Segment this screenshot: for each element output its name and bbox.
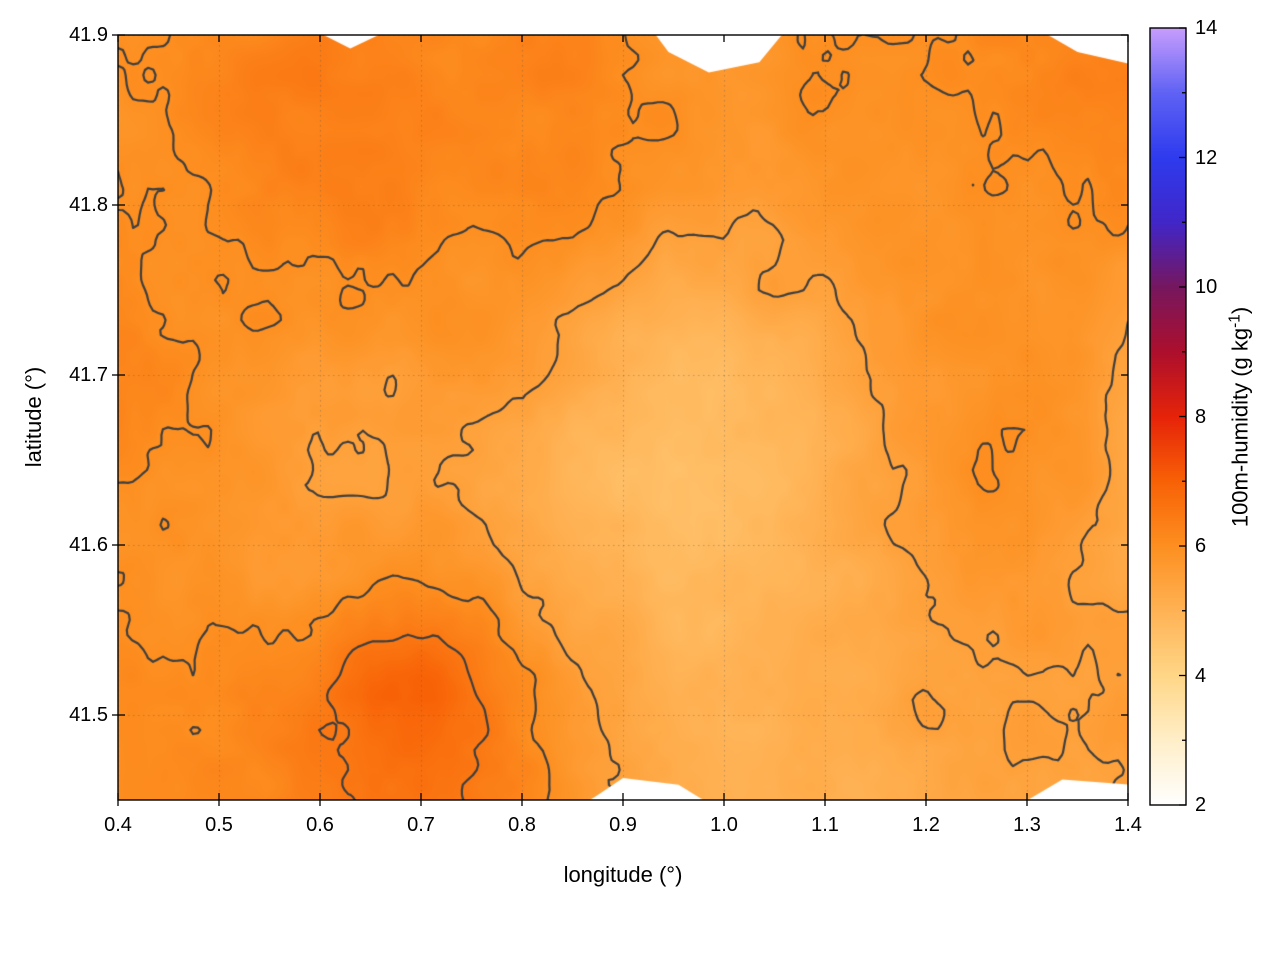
y-axis-label: latitude (°) bbox=[21, 366, 46, 468]
x-tick-label: 0.6 bbox=[306, 814, 334, 836]
x-tick-label: 0.7 bbox=[407, 814, 435, 836]
x-tick-label: 1.3 bbox=[1013, 814, 1041, 836]
colorbar-tick-label: 4 bbox=[1195, 664, 1207, 687]
colorbar-gradient bbox=[1150, 28, 1186, 805]
colorbar-label-text: 100m-humidity (g kg bbox=[1227, 327, 1253, 528]
y-tick-label: 41.9 bbox=[69, 24, 108, 46]
y-tick-label: 41.6 bbox=[69, 534, 108, 556]
colorbar-label: 100m-humidity (g kg-1) bbox=[1226, 307, 1253, 527]
y-tick-label: 41.8 bbox=[69, 194, 108, 216]
colorbar-tick-label: 2 bbox=[1195, 794, 1207, 816]
y-tick-label: 41.7 bbox=[69, 364, 108, 386]
x-tick-label: 0.9 bbox=[609, 814, 637, 836]
colorbar-tick-label: 14 bbox=[1195, 17, 1218, 39]
y-tick-label: 41.5 bbox=[69, 704, 108, 726]
colorbar-tick-label: 6 bbox=[1195, 535, 1207, 557]
x-tick-label: 1.2 bbox=[912, 814, 940, 836]
x-tick-label: 0.5 bbox=[205, 814, 233, 836]
x-tick-label: 1.1 bbox=[811, 814, 839, 836]
colorbar-label-superscript: -1 bbox=[1226, 314, 1244, 328]
colorbar-tick-label: 12 bbox=[1195, 146, 1218, 169]
x-tick-label: 1.0 bbox=[710, 814, 738, 836]
heatmap-canvas bbox=[118, 35, 1128, 800]
x-tick-label: 0.4 bbox=[104, 814, 132, 836]
colorbar-tick-label: 10 bbox=[1195, 276, 1218, 298]
colorbar-tick-label: 8 bbox=[1195, 405, 1207, 428]
x-tick-label: 0.8 bbox=[508, 814, 536, 836]
x-axis-label: longitude (°) bbox=[563, 862, 683, 887]
colorbar-label-close: ) bbox=[1227, 306, 1253, 315]
x-tick-label: 1.4 bbox=[1114, 814, 1142, 836]
